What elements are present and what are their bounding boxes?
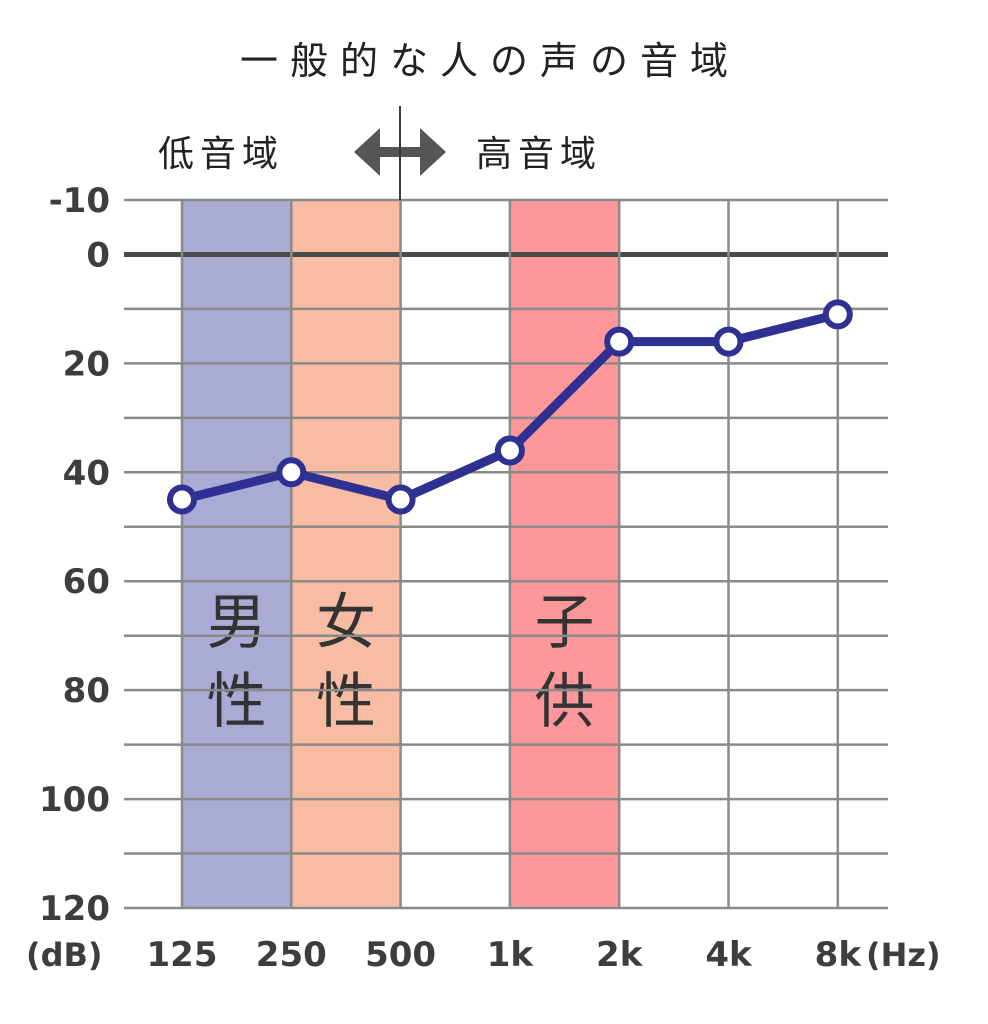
data-point bbox=[276, 457, 307, 488]
x-tick-label: 500 bbox=[365, 935, 436, 975]
high-range-label: 高音域 bbox=[476, 134, 602, 175]
data-point bbox=[822, 299, 853, 330]
x-tick-label: 8k bbox=[815, 935, 863, 975]
band-0 bbox=[182, 200, 292, 908]
y-axis-ticks: -10 0 20 40 60 80 100 120 bbox=[39, 181, 110, 929]
data-point bbox=[167, 484, 197, 515]
data-point bbox=[604, 326, 635, 357]
x-unit-label: (Hz) bbox=[866, 936, 941, 974]
y-tick-label: 20 bbox=[63, 344, 110, 384]
chart-title: 一般的な人の声の音域 bbox=[240, 39, 740, 83]
x-tick-label: 125 bbox=[147, 935, 218, 975]
series-layer bbox=[167, 299, 853, 515]
y-tick-label: 40 bbox=[63, 453, 110, 493]
band-label-0-line2: 性 bbox=[207, 667, 267, 737]
x-tick-label: 4k bbox=[705, 935, 753, 975]
data-point bbox=[385, 484, 416, 515]
y-tick-label: 120 bbox=[39, 889, 110, 929]
band-label-1-line1: 女 bbox=[316, 588, 376, 658]
band-label-2-line1: 子 bbox=[535, 588, 595, 658]
x-tick-label: 1k bbox=[487, 935, 535, 975]
band-1 bbox=[291, 200, 401, 908]
grid-layer bbox=[124, 198, 888, 910]
band-label-0-line1: 男 bbox=[207, 588, 267, 658]
data-point bbox=[494, 435, 525, 466]
y-tick-label: -10 bbox=[49, 181, 110, 221]
x-axis-ticks: 125 250 500 1k 2k 4k 8k bbox=[147, 935, 863, 975]
band-label-1-line2: 性 bbox=[316, 667, 376, 737]
y-tick-label: 60 bbox=[63, 562, 110, 602]
y-unit-label: (dB) bbox=[26, 936, 103, 974]
band-2 bbox=[509, 200, 620, 908]
band-label-2-line2: 供 bbox=[535, 667, 595, 737]
y-tick-label: 100 bbox=[39, 780, 110, 820]
data-point bbox=[713, 326, 744, 357]
low-range-label: 低音域 bbox=[158, 134, 284, 175]
x-tick-label: 250 bbox=[256, 935, 327, 975]
y-tick-label: 80 bbox=[63, 671, 110, 711]
y-tick-label: 0 bbox=[86, 235, 110, 275]
x-tick-label: 2k bbox=[596, 935, 644, 975]
